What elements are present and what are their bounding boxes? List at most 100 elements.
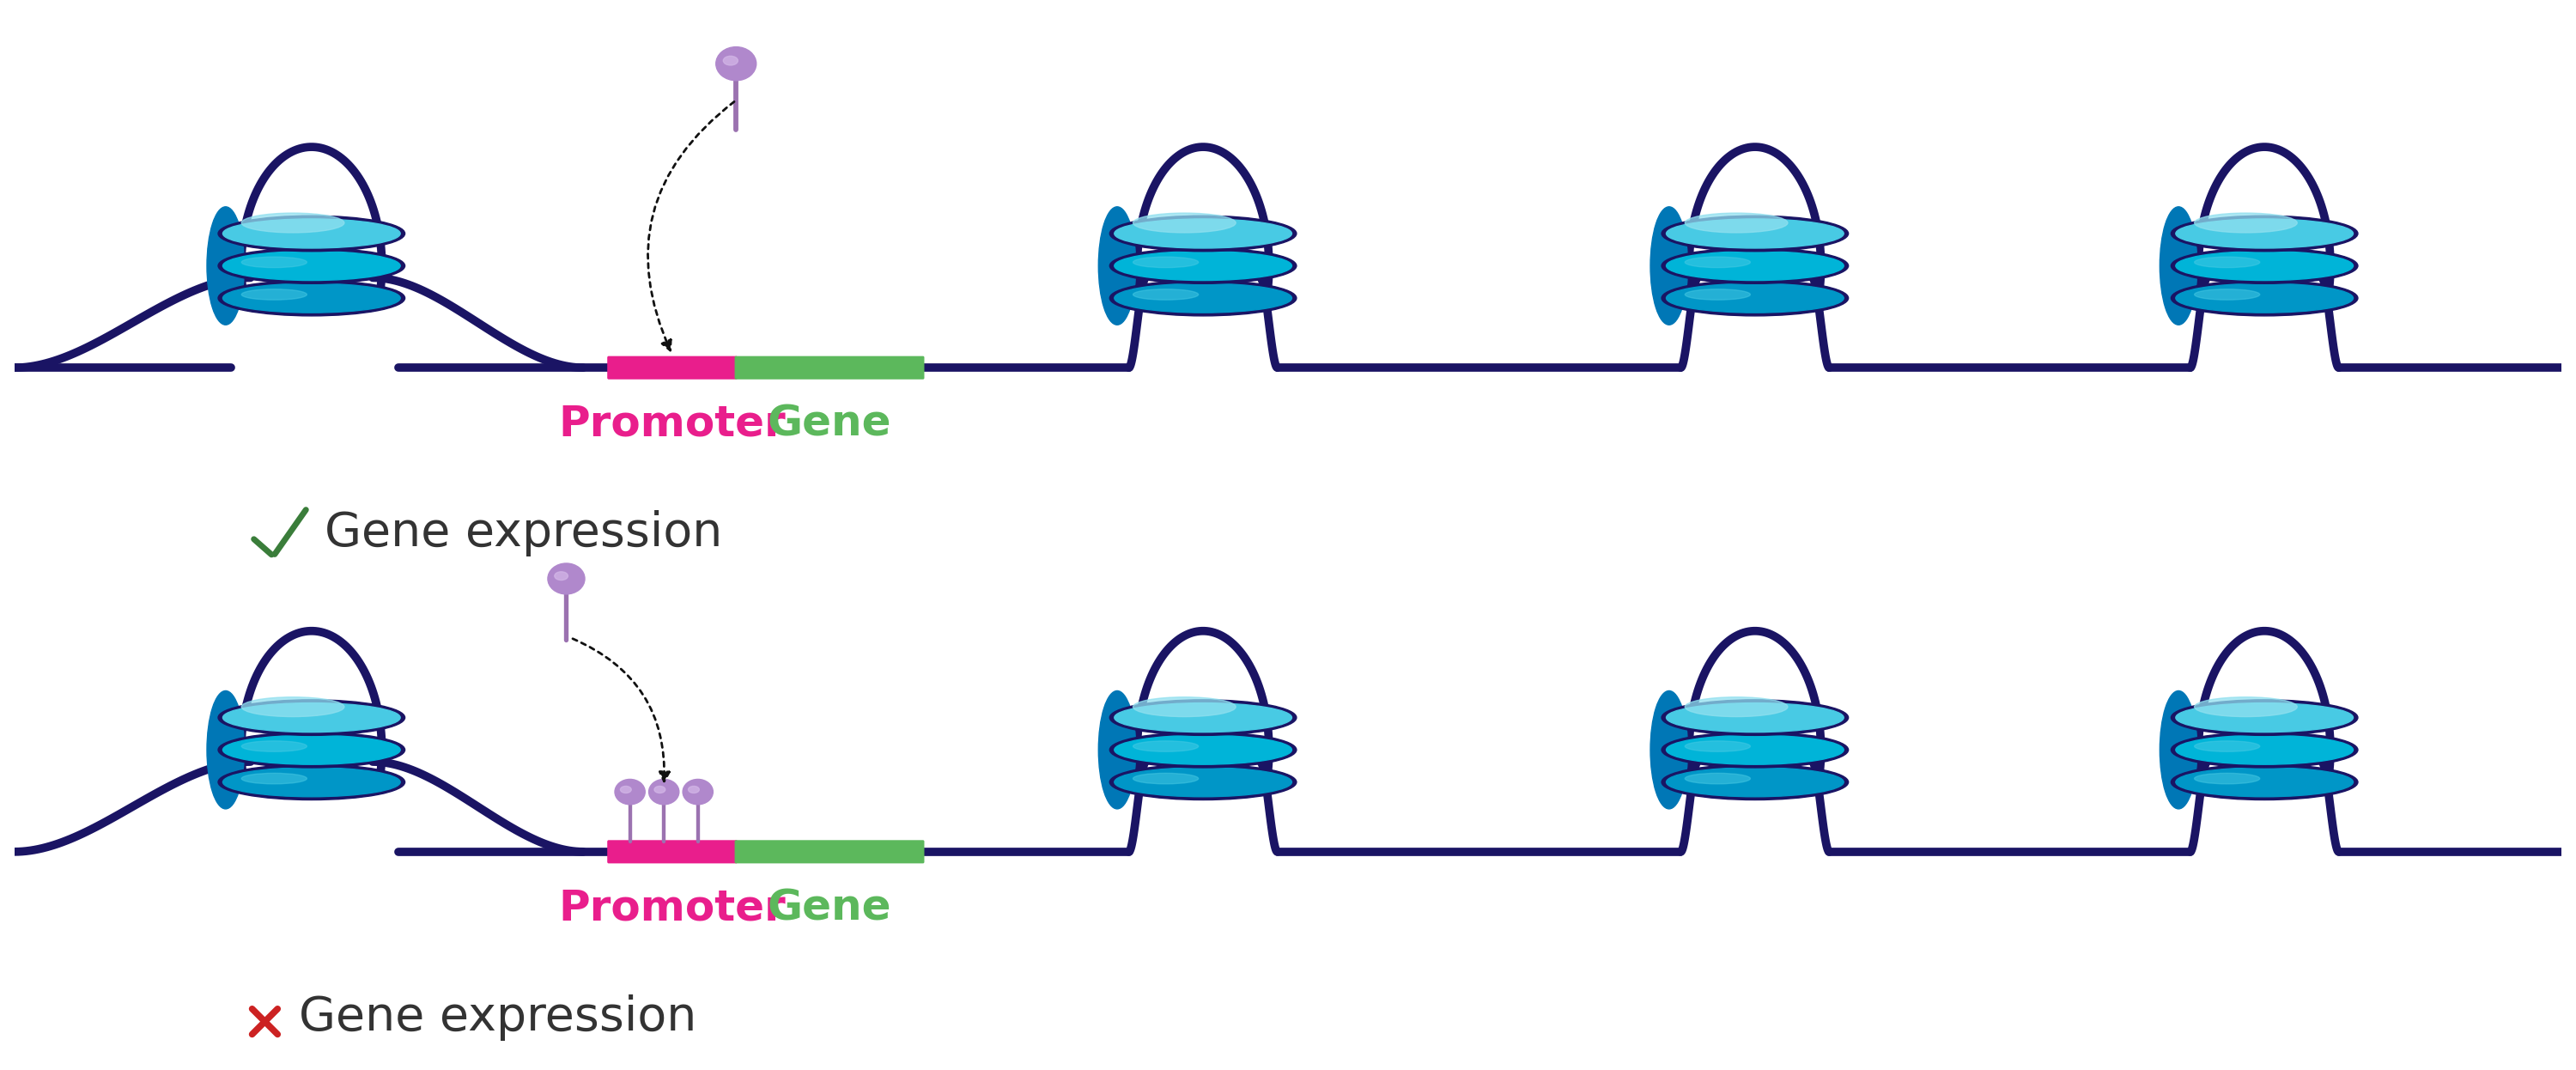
Ellipse shape: [2172, 700, 2357, 735]
Ellipse shape: [2172, 732, 2357, 767]
Ellipse shape: [1651, 691, 1687, 809]
Ellipse shape: [242, 740, 307, 751]
Text: Promoter: Promoter: [559, 887, 786, 929]
Ellipse shape: [1685, 697, 1788, 717]
Ellipse shape: [2195, 708, 2259, 719]
Ellipse shape: [1110, 248, 1296, 284]
Ellipse shape: [222, 284, 399, 312]
Ellipse shape: [1662, 700, 1850, 735]
Ellipse shape: [219, 732, 404, 767]
Ellipse shape: [1651, 207, 1687, 325]
Ellipse shape: [219, 280, 404, 316]
Ellipse shape: [1110, 764, 1296, 800]
Ellipse shape: [1115, 284, 1291, 312]
Ellipse shape: [1667, 735, 1844, 764]
Ellipse shape: [2159, 207, 2197, 325]
Ellipse shape: [242, 213, 345, 232]
Ellipse shape: [1133, 774, 1198, 784]
Ellipse shape: [616, 779, 644, 805]
Ellipse shape: [1097, 207, 1136, 325]
FancyBboxPatch shape: [734, 356, 925, 379]
Ellipse shape: [2177, 735, 2354, 764]
Ellipse shape: [1662, 216, 1850, 251]
Text: Gene expression: Gene expression: [299, 994, 696, 1040]
Ellipse shape: [1662, 732, 1850, 767]
Ellipse shape: [1685, 225, 1749, 235]
Ellipse shape: [2195, 697, 2298, 717]
Ellipse shape: [1115, 219, 1291, 248]
Ellipse shape: [2172, 764, 2357, 800]
Ellipse shape: [554, 571, 567, 580]
Ellipse shape: [1667, 251, 1844, 280]
Ellipse shape: [2195, 740, 2259, 751]
Ellipse shape: [1133, 740, 1198, 751]
FancyBboxPatch shape: [608, 356, 737, 379]
Ellipse shape: [2195, 257, 2259, 268]
Ellipse shape: [242, 697, 345, 717]
Ellipse shape: [2177, 251, 2354, 280]
Ellipse shape: [2195, 774, 2259, 784]
Ellipse shape: [222, 219, 399, 248]
Ellipse shape: [1685, 289, 1749, 300]
Ellipse shape: [1115, 767, 1291, 797]
Text: Promoter: Promoter: [559, 403, 786, 445]
Ellipse shape: [242, 708, 307, 719]
Ellipse shape: [1133, 225, 1198, 235]
Ellipse shape: [724, 56, 737, 65]
Ellipse shape: [1667, 767, 1844, 797]
Ellipse shape: [219, 764, 404, 800]
Ellipse shape: [2177, 703, 2354, 732]
Text: Gene: Gene: [768, 887, 891, 929]
Ellipse shape: [1110, 216, 1296, 251]
Ellipse shape: [688, 786, 698, 793]
Ellipse shape: [1133, 697, 1236, 717]
Text: Gene: Gene: [768, 403, 891, 445]
Ellipse shape: [1110, 280, 1296, 316]
Ellipse shape: [2177, 284, 2354, 312]
Ellipse shape: [1685, 257, 1749, 268]
Ellipse shape: [1110, 700, 1296, 735]
Ellipse shape: [2172, 248, 2357, 284]
Ellipse shape: [1133, 213, 1236, 232]
Ellipse shape: [222, 251, 399, 280]
Ellipse shape: [219, 248, 404, 284]
Ellipse shape: [2195, 213, 2298, 232]
Ellipse shape: [1685, 708, 1749, 719]
FancyBboxPatch shape: [608, 841, 737, 862]
Ellipse shape: [549, 563, 585, 594]
Ellipse shape: [222, 703, 399, 732]
Ellipse shape: [242, 225, 307, 235]
Ellipse shape: [1667, 284, 1844, 312]
Text: Gene expression: Gene expression: [325, 510, 721, 556]
Ellipse shape: [1133, 289, 1198, 300]
Ellipse shape: [654, 786, 665, 793]
Ellipse shape: [222, 735, 399, 764]
Ellipse shape: [206, 691, 245, 809]
Ellipse shape: [1685, 740, 1749, 751]
Ellipse shape: [219, 700, 404, 735]
Ellipse shape: [1133, 708, 1198, 719]
FancyBboxPatch shape: [734, 841, 925, 862]
Ellipse shape: [2177, 219, 2354, 248]
Ellipse shape: [219, 216, 404, 251]
Ellipse shape: [649, 779, 680, 805]
Ellipse shape: [1667, 703, 1844, 732]
Ellipse shape: [242, 774, 307, 784]
Ellipse shape: [1662, 764, 1850, 800]
Ellipse shape: [1097, 691, 1136, 809]
Ellipse shape: [2177, 767, 2354, 797]
Ellipse shape: [1115, 735, 1291, 764]
Ellipse shape: [1667, 219, 1844, 248]
Ellipse shape: [206, 207, 245, 325]
Ellipse shape: [2195, 225, 2259, 235]
Ellipse shape: [222, 767, 399, 797]
Ellipse shape: [242, 289, 307, 300]
Ellipse shape: [1110, 732, 1296, 767]
Ellipse shape: [242, 257, 307, 268]
Ellipse shape: [1685, 213, 1788, 232]
Ellipse shape: [1133, 257, 1198, 268]
Ellipse shape: [1685, 774, 1749, 784]
Ellipse shape: [1115, 251, 1291, 280]
Ellipse shape: [716, 47, 757, 80]
Ellipse shape: [2172, 216, 2357, 251]
